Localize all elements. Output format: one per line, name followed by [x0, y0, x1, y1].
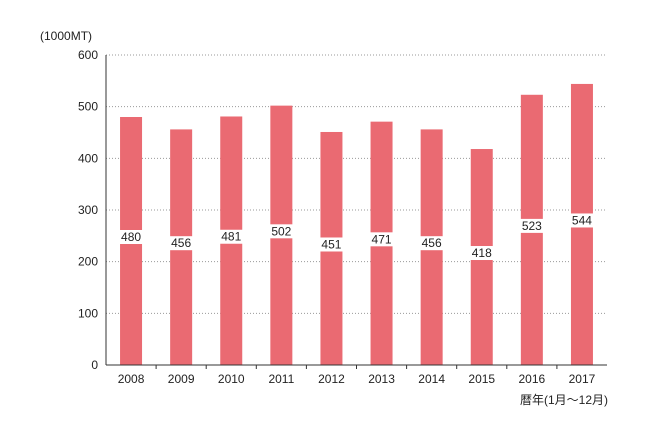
x-axis-ticks: 2008 2009 2010 2011 2012 2013 2014 2015 2016 2017 — [118, 365, 596, 386]
y-axis-unit-label: (1000MT) — [40, 29, 92, 43]
y-tick-label: 300 — [78, 203, 98, 217]
x-tick-label: 2012 — [318, 372, 345, 386]
data-label: 451 — [321, 237, 341, 251]
data-label: 480 — [121, 230, 141, 244]
data-label-background — [469, 246, 495, 261]
bars: 480 456 481 502 451 471 456 418 523 544 — [118, 83, 595, 366]
x-tick-label: 2011 — [268, 372, 294, 386]
data-label: 418 — [472, 246, 492, 260]
data-label: 523 — [522, 219, 542, 233]
y-tick-label: 600 — [78, 48, 98, 62]
data-label: 456 — [171, 236, 191, 250]
data-label-background — [569, 213, 595, 228]
data-label-background — [118, 230, 144, 244]
data-label: 544 — [572, 213, 592, 227]
axes — [105, 55, 607, 366]
data-label: 471 — [372, 232, 392, 246]
data-label: 456 — [422, 236, 442, 250]
x-axis-unit-label: 暦年(1月〜12月) — [520, 393, 608, 407]
x-tick-label: 2016 — [518, 372, 545, 386]
data-label-background — [168, 236, 194, 251]
data-label-background — [519, 218, 545, 233]
data-label: 502 — [271, 224, 291, 238]
x-tick-label: 2017 — [569, 372, 596, 386]
data-label-background — [268, 224, 294, 239]
data-label: 481 — [221, 230, 241, 244]
y-tick-label: 100 — [78, 306, 98, 320]
data-label-background — [218, 229, 244, 244]
y-axis-ticks: 0 100 200 300 400 500 600 — [78, 48, 98, 372]
data-label-background — [318, 237, 344, 252]
y-tick-label: 200 — [78, 255, 98, 269]
x-tick-label: 2015 — [468, 372, 495, 386]
data-label-background — [419, 236, 445, 251]
y-tick-label: 400 — [78, 151, 98, 165]
x-tick-label: 2010 — [218, 372, 245, 386]
y-tick-label: 0 — [91, 358, 98, 372]
x-tick-label: 2009 — [168, 372, 195, 386]
y-tick-label: 500 — [78, 100, 98, 114]
x-tick-label: 2008 — [118, 372, 145, 386]
data-label-background — [369, 232, 395, 247]
x-tick-label: 2013 — [368, 372, 395, 386]
x-tick-label: 2014 — [418, 372, 445, 386]
